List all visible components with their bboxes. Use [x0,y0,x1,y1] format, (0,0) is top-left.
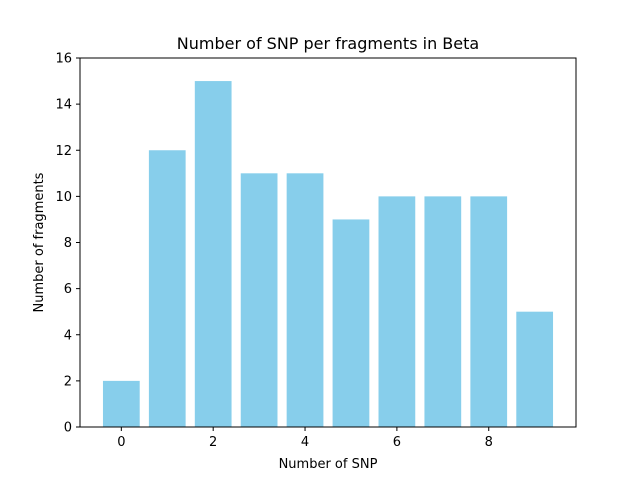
y-tick-label: 4 [64,328,72,343]
y-tick-label: 8 [64,236,72,251]
bar-2 [194,81,232,427]
x-tick-label: 4 [301,435,309,450]
y-tick-label: 0 [64,421,72,436]
bar-3 [240,173,278,427]
bar-4 [286,173,324,427]
y-axis-label: Number of fragments [32,172,47,312]
y-axis-ticks: 0 2 4 6 8 10 12 14 16 [55,52,80,436]
x-axis-ticks: 0 2 4 6 8 [117,427,493,450]
x-tick-label: 2 [209,435,217,450]
x-tick-label: 0 [117,435,125,450]
y-tick-label: 12 [55,144,72,159]
bar-0 [102,380,140,427]
bar-1 [148,150,186,427]
x-tick-label: 6 [393,435,401,450]
y-tick-label: 16 [55,52,72,67]
bars-group [102,81,554,427]
y-tick-label: 10 [55,190,72,205]
bar-8 [470,196,508,427]
chart-title: Number of SNP per fragments in Beta [177,34,479,53]
bar-7 [424,196,462,427]
bar-5 [332,219,370,427]
plot-area-frame [79,57,577,428]
y-tick-label: 14 [55,98,72,113]
x-axis-label: Number of SNP [279,457,378,472]
y-tick-label: 6 [64,282,72,297]
x-tick-label: 8 [485,435,493,450]
bar-9 [516,311,554,427]
bar-6 [378,196,416,427]
y-tick-label: 2 [64,374,72,389]
